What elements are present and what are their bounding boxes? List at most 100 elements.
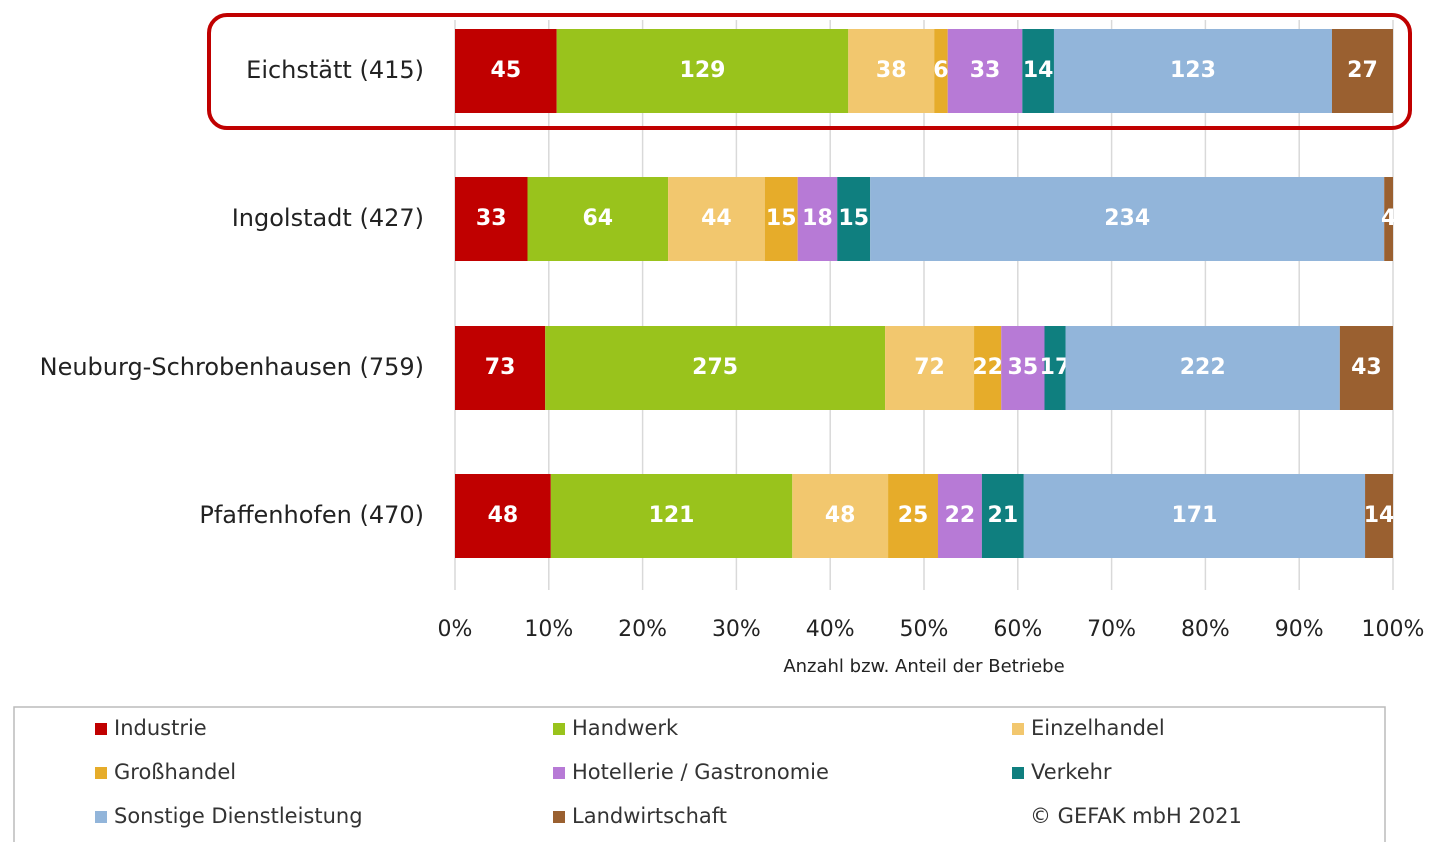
- bar-segment: [885, 326, 975, 410]
- data-label: 72: [914, 355, 945, 380]
- legend-label: Handwerk: [572, 716, 679, 740]
- legend-swatch: [1012, 767, 1024, 779]
- data-label: 22: [972, 355, 1003, 380]
- bar-segment: [455, 177, 528, 261]
- source: © GEFAK mbH 2021: [1030, 804, 1242, 828]
- bar-segment: [1023, 474, 1366, 558]
- x-tick-label: 10%: [524, 617, 573, 642]
- data-label: 33: [476, 206, 507, 231]
- legend-label: Sonstige Dienstleistung: [114, 804, 363, 828]
- x-axis-label: Anzahl bzw. Anteil der Betriebe: [783, 656, 1064, 677]
- data-label: 171: [1171, 503, 1217, 528]
- data-label: 234: [1104, 206, 1150, 231]
- data-label: 33: [970, 58, 1001, 83]
- bar-segment: [455, 29, 557, 113]
- x-tick-label: 90%: [1275, 617, 1324, 642]
- y-tick-label: Neuburg-Schrobenhausen (759): [40, 353, 424, 381]
- y-tick-label: Ingolstadt (427): [232, 204, 424, 232]
- data-label: 48: [825, 503, 856, 528]
- data-label: 25: [898, 503, 929, 528]
- legend-label: Verkehr: [1031, 760, 1112, 784]
- data-label: 45: [491, 58, 522, 83]
- bar-segment: [792, 474, 889, 558]
- x-tick-label: 20%: [618, 617, 667, 642]
- x-tick-label: 60%: [993, 617, 1042, 642]
- bar-segment: [1331, 29, 1393, 113]
- data-label: 222: [1180, 355, 1226, 380]
- x-tick-label: 100%: [1362, 617, 1425, 642]
- data-label: 6: [933, 58, 948, 83]
- bar-segment: [870, 177, 1385, 261]
- y-tick-label: Pfaffenhofen (470): [199, 501, 424, 529]
- x-tick-label: 40%: [806, 617, 855, 642]
- data-label: 121: [649, 503, 695, 528]
- legend-label: Hotellerie / Gastronomie: [572, 760, 829, 784]
- legend-swatch: [95, 723, 107, 735]
- data-label: 35: [1008, 355, 1039, 380]
- bar-segment: [527, 177, 669, 261]
- bar-segment: [981, 474, 1024, 558]
- bar-segment: [455, 474, 551, 558]
- bar-segment: [1053, 29, 1332, 113]
- data-label: 14: [1023, 58, 1054, 83]
- x-tick-label: 50%: [900, 617, 949, 642]
- bar-segment: [550, 474, 793, 558]
- legend-label: Großhandel: [114, 760, 236, 784]
- x-tick-label: 0%: [438, 617, 473, 642]
- bar-segment: [974, 326, 1002, 410]
- bar-segment: [888, 474, 938, 558]
- bar-segment: [937, 474, 982, 558]
- legend-swatch: [553, 723, 565, 735]
- bar-segment: [556, 29, 849, 113]
- data-label: 44: [701, 206, 732, 231]
- data-label: 17: [1040, 355, 1071, 380]
- legend-box: [13, 706, 1386, 842]
- bar-segment: [1065, 326, 1340, 410]
- x-tick-label: 30%: [712, 617, 761, 642]
- bar-segment: [1044, 326, 1066, 410]
- bar-segment: [1365, 474, 1393, 558]
- bar-segment: [1001, 326, 1045, 410]
- data-label: 4: [1381, 206, 1396, 231]
- bar-segment: [764, 177, 798, 261]
- highlight-box: [207, 13, 1412, 130]
- bar-segment: [545, 326, 886, 410]
- bar-segment: [837, 177, 871, 261]
- data-label: 18: [802, 206, 833, 231]
- data-label: 48: [488, 503, 519, 528]
- legend-swatch: [553, 811, 565, 823]
- x-tick-label: 80%: [1181, 617, 1230, 642]
- data-label: 15: [766, 206, 797, 231]
- legend-swatch: [1012, 723, 1024, 735]
- bar-segment: [797, 177, 838, 261]
- data-label: 14: [1364, 503, 1395, 528]
- legend-swatch: [553, 767, 565, 779]
- legend-label: Einzelhandel: [1031, 716, 1165, 740]
- data-label: 27: [1347, 58, 1378, 83]
- data-label: 38: [876, 58, 907, 83]
- data-label: 21: [988, 503, 1019, 528]
- data-label: 22: [945, 503, 976, 528]
- data-label: 15: [838, 206, 869, 231]
- bar-segment: [934, 29, 948, 113]
- bar-segment: [1022, 29, 1054, 113]
- legend-swatch: [95, 767, 107, 779]
- bar-segment: [947, 29, 1023, 113]
- x-tick-label: 70%: [1087, 617, 1136, 642]
- data-label: 64: [582, 206, 613, 231]
- bar-segment: [668, 177, 765, 261]
- legend-swatch: [95, 811, 107, 823]
- legend-label: Landwirtschaft: [572, 804, 727, 828]
- bar-segment: [1339, 326, 1393, 410]
- data-label: 43: [1351, 355, 1382, 380]
- bar-segment: [848, 29, 935, 113]
- y-tick-label: Eichstätt (415): [246, 56, 424, 84]
- legend-label: Industrie: [114, 716, 207, 740]
- bar-segment: [1384, 177, 1393, 261]
- data-label: 73: [485, 355, 516, 380]
- data-label: 275: [692, 355, 738, 380]
- bar-segment: [455, 326, 546, 410]
- data-label: 123: [1170, 58, 1216, 83]
- data-label: 129: [680, 58, 726, 83]
